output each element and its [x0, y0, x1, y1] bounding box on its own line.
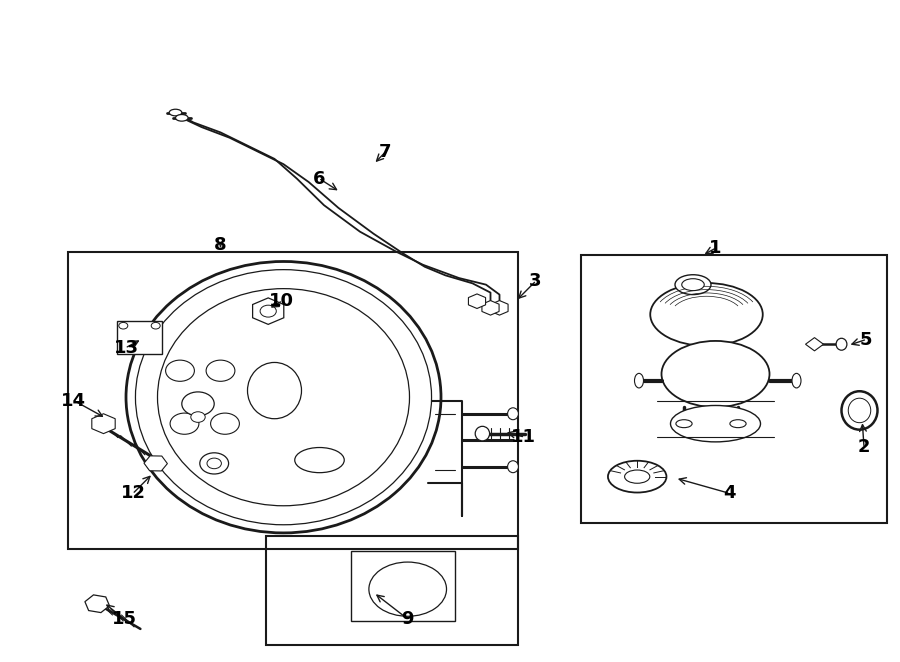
Circle shape [191, 412, 205, 422]
Text: 5: 5 [860, 330, 872, 349]
Ellipse shape [670, 405, 760, 442]
Ellipse shape [676, 420, 692, 428]
Ellipse shape [662, 341, 770, 407]
Ellipse shape [295, 448, 344, 473]
Bar [580, 255, 886, 523]
Circle shape [166, 360, 194, 381]
Ellipse shape [682, 279, 704, 291]
Bar [68, 252, 518, 549]
Ellipse shape [369, 562, 446, 616]
Circle shape [182, 392, 214, 416]
Text: 10: 10 [269, 292, 294, 310]
Ellipse shape [248, 363, 302, 418]
Ellipse shape [508, 408, 518, 420]
Text: 9: 9 [401, 610, 414, 628]
Circle shape [260, 305, 276, 317]
Text: 12: 12 [121, 484, 146, 502]
Ellipse shape [608, 461, 666, 493]
Ellipse shape [158, 289, 410, 506]
Ellipse shape [176, 115, 188, 121]
Bar [351, 551, 455, 621]
Bar [266, 536, 518, 645]
Ellipse shape [836, 338, 847, 350]
Text: 3: 3 [529, 272, 542, 291]
Ellipse shape [792, 373, 801, 388]
Circle shape [151, 322, 160, 329]
Text: 13: 13 [113, 338, 139, 357]
Ellipse shape [625, 470, 650, 483]
Text: 11: 11 [511, 428, 536, 446]
Ellipse shape [136, 269, 431, 525]
Ellipse shape [475, 426, 490, 441]
Ellipse shape [848, 398, 871, 423]
Circle shape [207, 458, 221, 469]
Circle shape [119, 322, 128, 329]
Bar [117, 321, 162, 354]
Ellipse shape [650, 283, 763, 346]
Ellipse shape [634, 373, 644, 388]
Ellipse shape [169, 109, 182, 116]
Text: 7: 7 [379, 143, 392, 162]
Text: 1: 1 [709, 239, 722, 258]
Text: 4: 4 [723, 484, 735, 502]
Text: 6: 6 [313, 169, 326, 188]
Ellipse shape [508, 461, 518, 473]
Ellipse shape [730, 420, 746, 428]
Ellipse shape [126, 261, 441, 533]
Circle shape [211, 413, 239, 434]
Circle shape [200, 453, 229, 474]
Ellipse shape [842, 391, 877, 430]
Text: 8: 8 [214, 236, 227, 254]
Text: 2: 2 [858, 438, 870, 456]
Text: 14: 14 [61, 391, 86, 410]
Ellipse shape [675, 275, 711, 295]
Circle shape [206, 360, 235, 381]
Circle shape [170, 413, 199, 434]
Text: 15: 15 [112, 610, 137, 628]
